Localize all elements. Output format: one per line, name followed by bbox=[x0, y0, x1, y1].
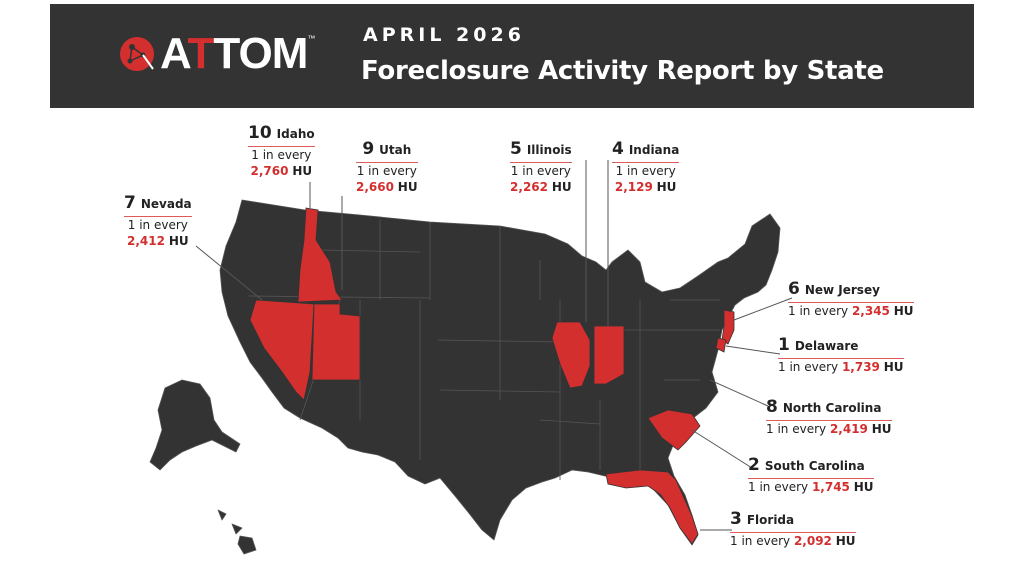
label-indiana: 4 Indiana 1 in every 2,129 HU bbox=[612, 138, 680, 195]
rate-value: 1,739 bbox=[841, 359, 880, 374]
rank: 6 bbox=[788, 279, 800, 299]
attom-logo-icon bbox=[120, 37, 154, 71]
leader-scarolina bbox=[691, 429, 753, 469]
florida-state bbox=[605, 469, 699, 545]
state-name: Idaho bbox=[276, 127, 315, 141]
rate-unit: HU bbox=[551, 180, 572, 195]
newjersey-state bbox=[721, 309, 735, 345]
rate-unit: HU bbox=[893, 303, 914, 318]
leader-newjersey bbox=[733, 297, 793, 321]
label-illinois: 5 Illinois 1 in every 2,262 HU bbox=[510, 138, 572, 195]
idaho-state bbox=[297, 207, 343, 303]
scarolina-state bbox=[647, 409, 701, 451]
rate-prefix: 1 in every bbox=[766, 421, 827, 436]
rate-prefix: 1 in every bbox=[510, 163, 571, 178]
state-name: Nevada bbox=[140, 197, 192, 211]
state-name: South Carolina bbox=[764, 459, 865, 473]
state-name: Illinois bbox=[526, 143, 572, 157]
state-name: North Carolina bbox=[782, 401, 882, 415]
rank: 10 bbox=[248, 123, 272, 143]
attom-logo-text: ATTOM bbox=[160, 29, 308, 78]
rate-unit: HU bbox=[168, 234, 189, 249]
rate-prefix: 1 in every bbox=[615, 163, 676, 178]
illinois-state bbox=[551, 321, 591, 389]
rank: 3 bbox=[730, 509, 742, 529]
trademark: ™ bbox=[307, 34, 316, 43]
rate-value: 2,092 bbox=[793, 533, 832, 548]
label-scarolina: 2 South Carolina 1 in every 1,745 HU bbox=[748, 454, 874, 495]
indiana-state bbox=[593, 325, 625, 385]
utah-state bbox=[311, 303, 361, 381]
rate-value: 1,745 bbox=[811, 479, 850, 494]
rate-value: 2,345 bbox=[851, 303, 890, 318]
state-name: Delaware bbox=[794, 339, 859, 353]
rate-value: 2,660 bbox=[356, 180, 394, 195]
rate-prefix: 1 in every bbox=[748, 479, 809, 494]
leader-ncarolina bbox=[709, 379, 769, 407]
rate-unit: HU bbox=[853, 479, 874, 494]
rate-unit: HU bbox=[397, 180, 418, 195]
rate-unit: HU bbox=[835, 533, 856, 548]
rank: 4 bbox=[612, 139, 624, 159]
state-name: New Jersey bbox=[804, 283, 880, 297]
label-nevada: 7 Nevada 1 in every 2,412 HU bbox=[124, 192, 192, 249]
nevada-state bbox=[249, 299, 315, 401]
rank: 2 bbox=[748, 455, 760, 475]
label-newjersey: 6 New Jersey 1 in every 2,345 HU bbox=[788, 278, 914, 319]
state-name: Utah bbox=[379, 143, 412, 157]
rate-prefix: 1 in every bbox=[788, 303, 849, 318]
rate-unit: HU bbox=[871, 421, 892, 436]
rate-unit: HU bbox=[883, 359, 904, 374]
state-name: Indiana bbox=[628, 143, 680, 157]
rate-unit: HU bbox=[656, 180, 677, 195]
rank: 9 bbox=[362, 139, 375, 159]
rank: 8 bbox=[766, 397, 778, 417]
rate-prefix: 1 in every bbox=[356, 163, 417, 178]
label-florida: 3 Florida 1 in every 2,092 HU bbox=[730, 508, 856, 549]
label-ncarolina: 8 North Carolina 1 in every 2,419 HU bbox=[766, 396, 892, 437]
state-name: Florida bbox=[746, 513, 795, 527]
rank: 5 bbox=[510, 139, 522, 159]
leader-nevada bbox=[195, 245, 263, 301]
delaware-state bbox=[715, 337, 727, 353]
rate-unit: HU bbox=[292, 164, 313, 179]
rate-prefix: 1 in every bbox=[251, 147, 312, 162]
rate-value: 2,419 bbox=[829, 421, 868, 436]
label-idaho: 10 Idaho 1 in every 2,760 HU bbox=[248, 122, 315, 179]
rank: 7 bbox=[124, 193, 136, 213]
rate-prefix: 1 in every bbox=[730, 533, 791, 548]
rate-prefix: 1 in every bbox=[127, 217, 188, 232]
alaska bbox=[149, 379, 241, 471]
rank: 1 bbox=[778, 335, 790, 355]
rate-value: 2,262 bbox=[510, 180, 549, 195]
label-delaware: 1 Delaware 1 in every 1,739 HU bbox=[778, 334, 904, 375]
leader-delaware bbox=[725, 345, 781, 355]
report-title: Foreclosure Activity Report by State bbox=[361, 56, 884, 86]
report-header: ATTOM ™ APRIL 2026 Foreclosure Activity … bbox=[50, 4, 974, 108]
attom-logo: ATTOM ™ bbox=[116, 32, 315, 76]
rate-value: 2,129 bbox=[614, 180, 653, 195]
report-period: APRIL 2026 bbox=[363, 24, 525, 46]
hawaii bbox=[217, 509, 257, 555]
rate-prefix: 1 in every bbox=[778, 359, 839, 374]
label-utah: 9 Utah 1 in every 2,660 HU bbox=[356, 138, 418, 195]
rate-value: 2,412 bbox=[127, 234, 165, 249]
rate-value: 2,760 bbox=[250, 164, 289, 179]
